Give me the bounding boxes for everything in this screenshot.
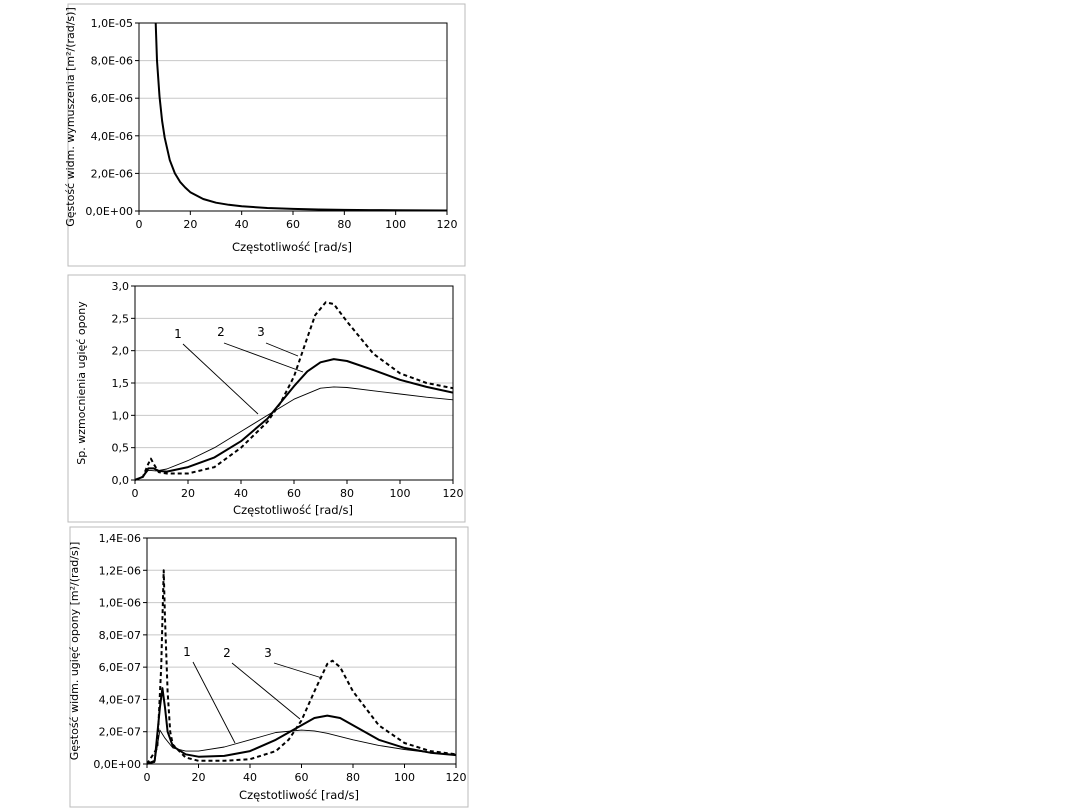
x-tick-label: 40 [243,771,257,784]
y-tick-label: 2,0E-06 [91,167,133,180]
y-tick-label: 8,0E-06 [91,55,133,68]
x-tick-label: 20 [192,771,206,784]
x-tick-label: 120 [446,771,467,784]
y-tick-label: 1,4E-06 [99,532,141,545]
y-tick-label: 6,0E-07 [99,661,141,674]
y-tick-label: 4,0E-06 [91,130,133,143]
x-tick-label: 80 [337,218,351,231]
callout-leader [273,662,323,679]
y-tick-label: 6,0E-06 [91,92,133,105]
callout-leader [223,342,304,373]
series-line-1 [135,386,453,481]
x-tick-label: 100 [385,218,406,231]
callout-leader [265,342,299,357]
x-tick-label: 20 [181,487,195,500]
y-tick-label: 1,0E-06 [99,597,141,610]
plot-area [134,285,454,481]
y-tick-label: 1,5 [112,377,130,390]
y-tick-label: 0,0E+00 [85,205,133,218]
series-line-1 [147,729,456,765]
y-tick-label: 0,0 [112,474,130,487]
callout-label: 3 [264,646,272,660]
callout-label: 3 [257,325,265,339]
x-tick-label: 0 [136,218,143,231]
callout-leader [231,662,301,720]
callout-label: 2 [223,646,231,660]
callout-leader [182,343,259,415]
x-tick-label: 40 [235,218,249,231]
x-tick-label: 60 [295,771,309,784]
y-tick-label: 1,0E-05 [91,17,133,30]
x-tick-label: 120 [437,218,458,231]
x-axis-label: Częstotliwość [rad/s] [233,503,353,517]
x-tick-label: 80 [340,487,354,500]
x-tick-label: 120 [443,487,464,500]
y-tick-label: 3,0 [112,280,130,293]
x-tick-label: 80 [346,771,360,784]
y-tick-label: 2,0E-07 [99,726,141,739]
x-axis-label: Częstotliwość [rad/s] [232,240,352,254]
plot-area [146,537,457,765]
x-tick-label: 60 [287,487,301,500]
y-tick-label: 1,0 [112,409,130,422]
y-axis-label: Sp. wzmocnienia ugięć opony [75,301,88,465]
y-tick-label: 0,5 [112,442,130,455]
chart-frame [67,3,466,267]
chart-2: 0,0 0,5 1,0 1,5 2,0 2,5 3,0 0 20 40 60 80 100 120 Częs… [67,274,466,523]
y-tick-label: 2,0 [112,345,130,358]
x-tick-label: 100 [390,487,411,500]
y-tick-label: 4,0E-07 [99,693,141,706]
x-tick-label: 0 [132,487,139,500]
callout-leader [192,661,236,744]
x-tick-label: 40 [234,487,248,500]
chart-frame [67,274,466,523]
callout-label: 2 [217,325,225,339]
x-tick-label: 100 [394,771,415,784]
y-axis-label: Gęstość widm. ugięć opony [m²/(rad/s)] [68,542,81,761]
callout-label: 1 [174,327,182,341]
y-tick-label: 2,5 [112,312,130,325]
y-tick-label: 1,2E-06 [99,564,141,577]
y-tick-label: 0,0E+00 [93,758,141,771]
x-tick-label: 60 [286,218,300,231]
series-line-1 [154,22,447,212]
series-line-3 [135,301,453,481]
callout-label: 1 [183,645,191,659]
x-tick-label: 0 [144,771,151,784]
x-tick-label: 20 [183,218,197,231]
plot-area [138,22,448,212]
chart-1: 0,0E+00 2,0E-06 4,0E-06 6,0E-06 8,0E-06 1,0E-… [64,3,466,267]
y-axis-label: Gęstość widm. wymuszenia [m²/(rad/s)] [64,7,77,227]
x-axis-label: Częstotliwość [rad/s] [239,788,359,802]
series-line-2 [147,687,456,765]
chart-3: 0,0E+00 2,0E-07 4,0E-07 6,0E-07 8,0E-07 1,0E-… [68,526,469,808]
y-tick-label: 8,0E-07 [99,629,141,642]
